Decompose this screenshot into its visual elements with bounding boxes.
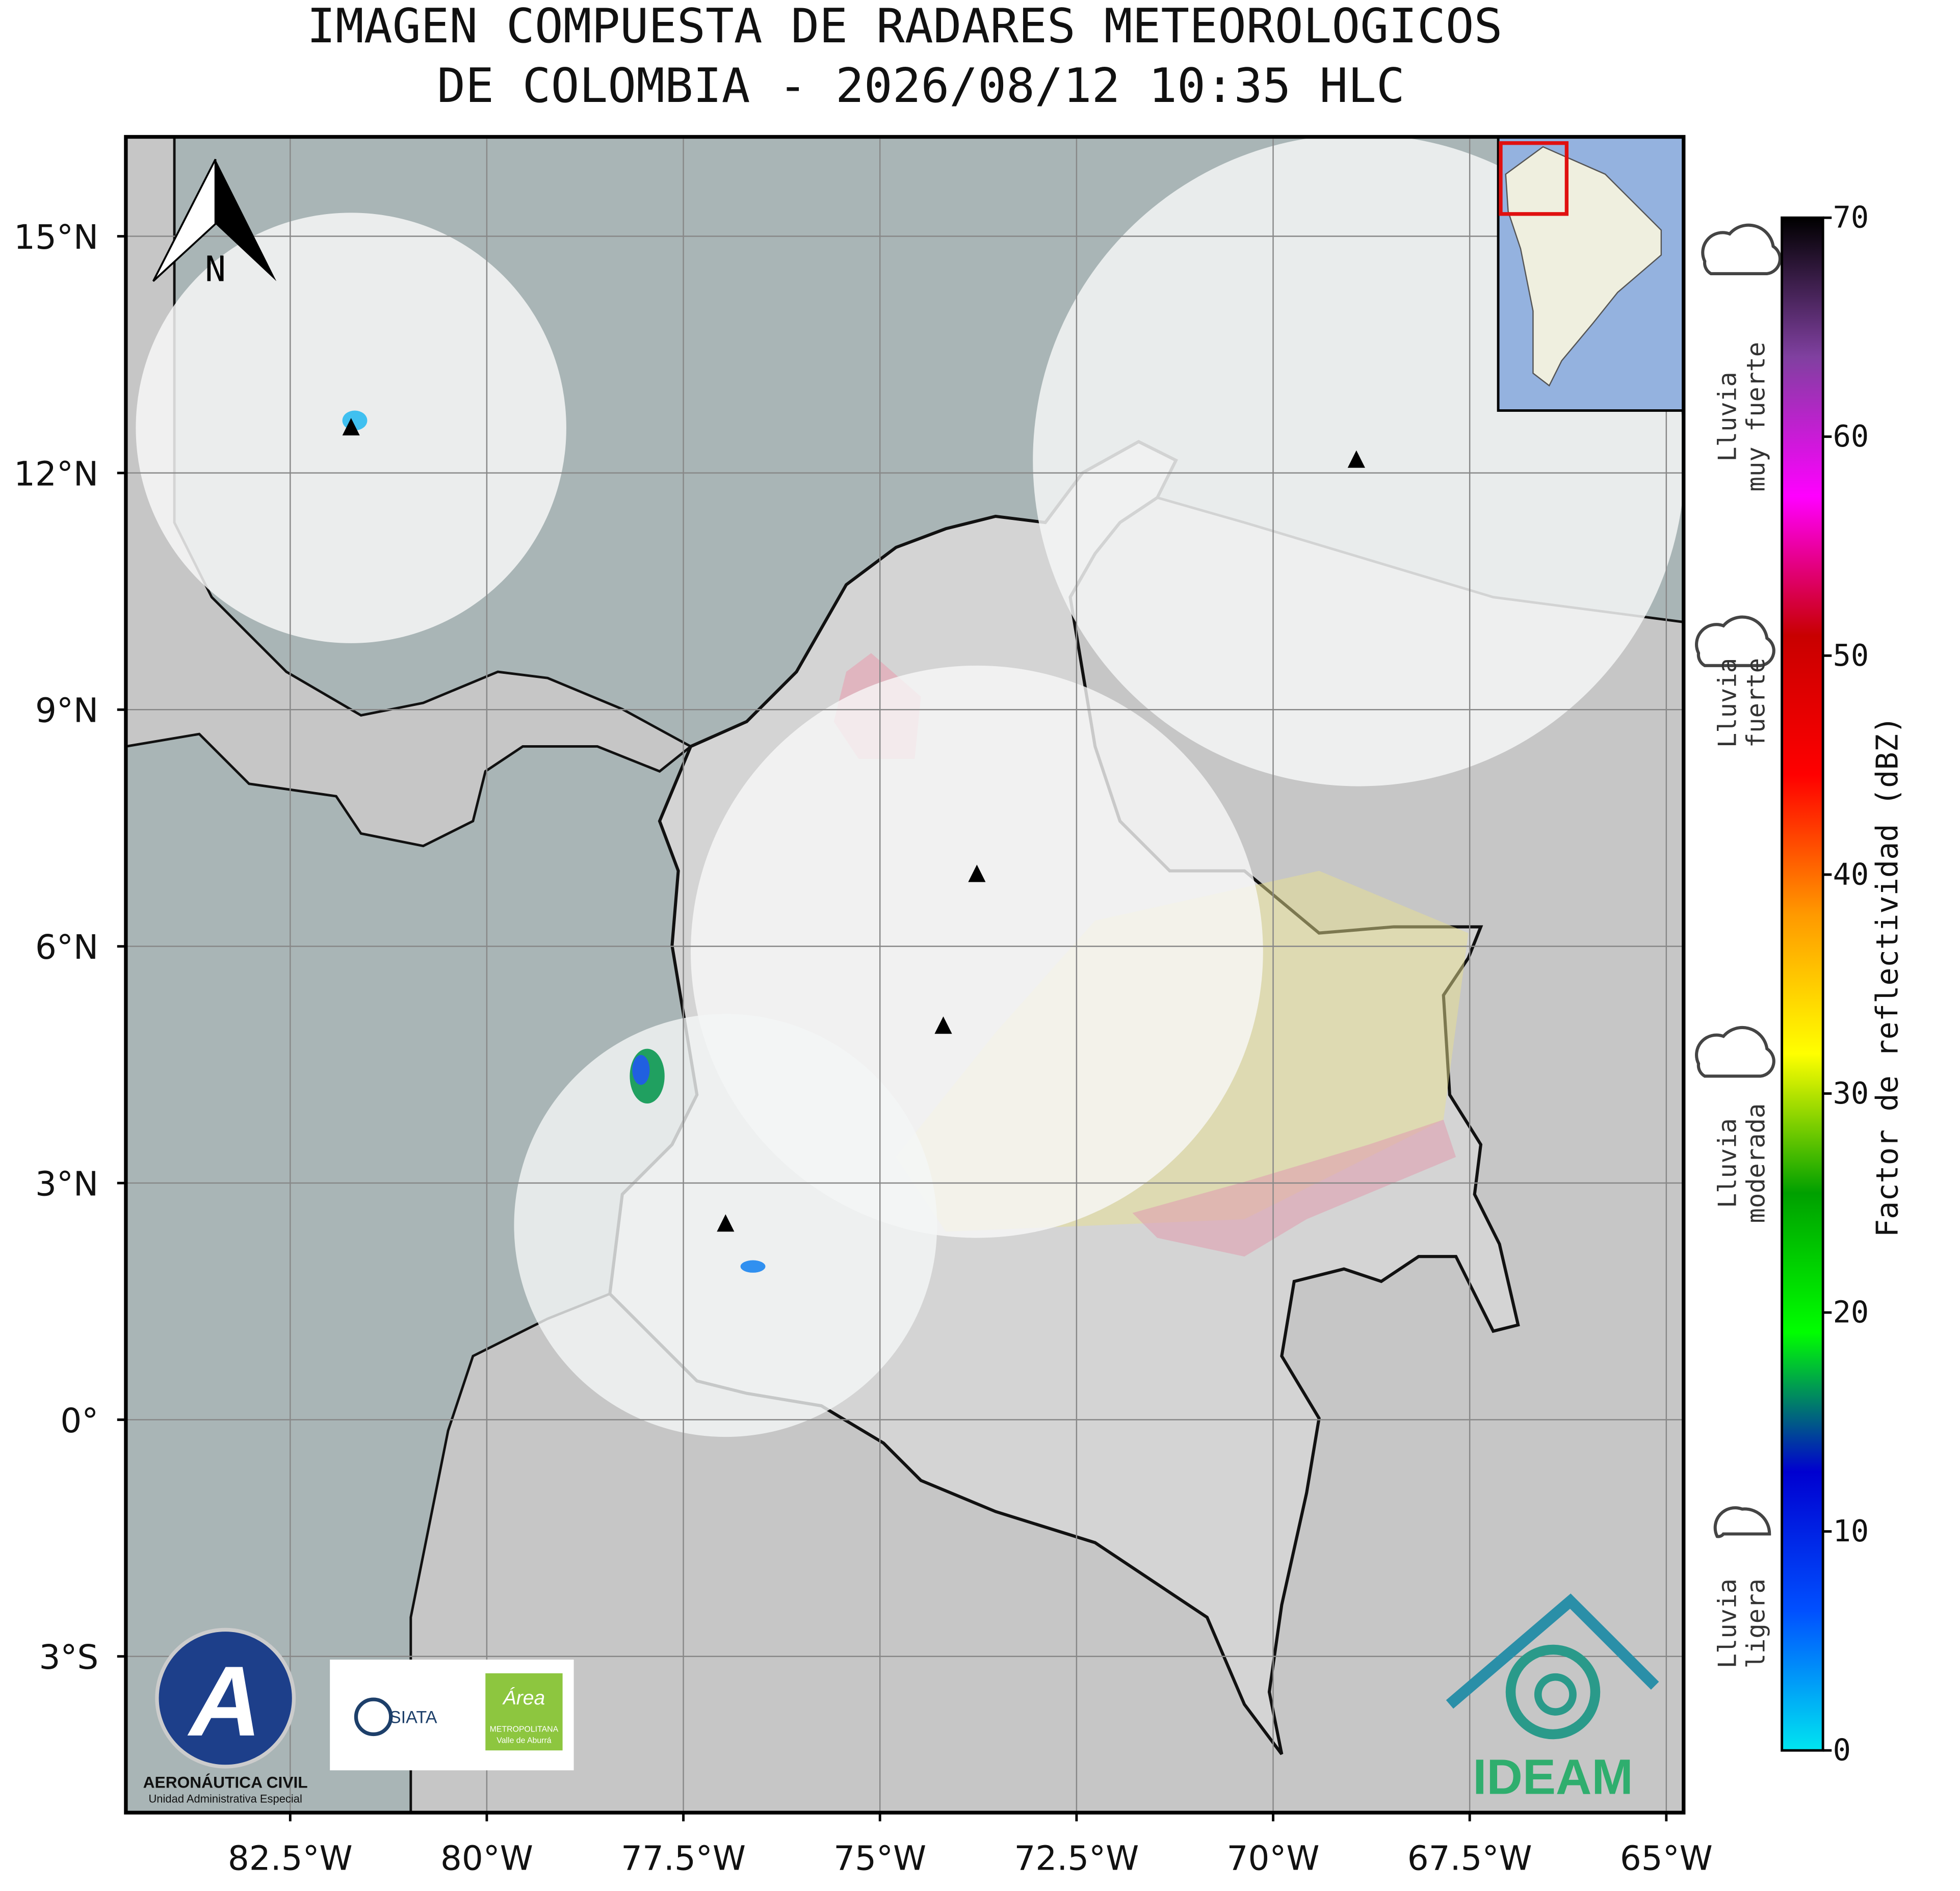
title-line: IMAGEN COMPUESTA DE RADARES METEOROLOGIC… xyxy=(307,0,1502,54)
radar-site xyxy=(1347,450,1365,468)
logo-aerocivil: A AERONÁUTICA CIVIL Unidad Administrativ… xyxy=(143,1627,308,1805)
rain-category: Lluviamoderada xyxy=(1713,1104,1770,1223)
y-tick-label: 9°N xyxy=(35,691,98,730)
radar-echo xyxy=(632,1055,650,1085)
radar-site xyxy=(717,1214,735,1232)
radar-echo xyxy=(740,1260,766,1273)
radar-site xyxy=(342,418,360,436)
y-tick-label: 15°N xyxy=(14,218,98,257)
inset-map xyxy=(1497,137,1684,412)
x-tick-label: 77.5°W xyxy=(621,1839,746,1878)
rain-icon xyxy=(1713,1506,1771,1538)
map-frame xyxy=(124,135,1686,1815)
aerocivil-name: AERONÁUTICA CIVIL xyxy=(143,1773,308,1791)
title-line: DE COLOMBIA - 2026/08/12 10:35 HLC xyxy=(437,58,1405,113)
colorbar-tick-label: 50 xyxy=(1833,638,1869,673)
colorbar-tick-label: 70 xyxy=(1833,200,1869,235)
aerocivil-mark: A xyxy=(188,1646,262,1757)
radar-sites xyxy=(342,418,1365,1232)
rain-legend xyxy=(1695,223,1782,1538)
north-label: N xyxy=(205,250,226,290)
rain-category-line: Lluvia xyxy=(1713,1118,1742,1208)
aerocivil-emblem xyxy=(155,1627,296,1769)
x-tick-label: 82.5°W xyxy=(228,1839,353,1878)
x-tick-label: 72.5°W xyxy=(1014,1839,1139,1878)
colorbar-label: Factor de reflectividad (dBZ) xyxy=(1870,716,1905,1237)
area-box xyxy=(485,1673,563,1751)
rain-icon xyxy=(1695,615,1775,667)
central-america xyxy=(125,137,693,848)
x-tick-label: 70°W xyxy=(1227,1839,1320,1878)
y-tick-label: 12°N xyxy=(14,454,98,493)
colorbar: Factor de reflectividad (dBZ) 0 10 20 30 40 5… xyxy=(1781,200,1905,1768)
y-tick-label: 3°S xyxy=(39,1638,98,1677)
area-text: Valle de Aburrá xyxy=(496,1737,551,1745)
colorbar-tick-label: 0 xyxy=(1833,1733,1851,1768)
y-tick-label: 3°N xyxy=(35,1164,98,1203)
rain-labels: Lluviamuy fuerteLluviafuerteLluviamodera… xyxy=(1713,342,1770,1669)
x-tick-label: 67.5°W xyxy=(1407,1839,1532,1878)
rain-category-line: Lluvia xyxy=(1713,372,1742,462)
x-tick-label: 75°W xyxy=(833,1839,926,1878)
rain-icon xyxy=(1695,1026,1775,1078)
graticule xyxy=(125,137,1684,1813)
rain-category-line: moderada xyxy=(1741,1104,1770,1223)
x-tick-label: 65°W xyxy=(1620,1839,1713,1878)
ideam-roof xyxy=(1446,1593,1659,1709)
colorbar-tick-label: 10 xyxy=(1833,1514,1869,1548)
y-tick-label: 0° xyxy=(60,1401,98,1440)
area-text: METROPOLITANA xyxy=(490,1725,559,1734)
aerocivil-sub: Unidad Administrativa Especial xyxy=(148,1793,302,1805)
rain-category-line: Lluvia xyxy=(1713,1579,1742,1668)
ideam-swirl xyxy=(1534,1673,1577,1716)
logo-siata-area: SIATA Área METROPOLITANA Valle de Aburrá xyxy=(330,1660,574,1771)
y-tick-label: 6°N xyxy=(35,928,98,967)
rain-category: Lluviamuy fuerte xyxy=(1713,342,1770,492)
inset-land xyxy=(1505,146,1662,387)
radar-site xyxy=(934,1016,952,1034)
rain-category: Lluvialigera xyxy=(1713,1579,1770,1668)
siata-sun xyxy=(354,1697,393,1737)
rain-icon xyxy=(1701,223,1782,276)
colorbar-scale xyxy=(1781,216,1824,1752)
x-tick-label: 80°W xyxy=(440,1839,533,1878)
colorbar-tick-label: 20 xyxy=(1833,1295,1869,1330)
radar-site xyxy=(968,864,986,882)
siata-text: SIATA xyxy=(389,1708,437,1727)
colorbar-tick-label: 30 xyxy=(1833,1076,1869,1111)
map-body: N A AERONÁUTICA CIVIL Unidad Administrat… xyxy=(125,137,1684,1813)
rain-category-line: Lluvia xyxy=(1713,658,1742,748)
colorbar-tick-label: 40 xyxy=(1833,857,1869,891)
area-text: Área xyxy=(502,1687,545,1709)
rain-category: Lluviafuerte xyxy=(1713,658,1770,748)
axes: 82.5°W 80°W 77.5°W 75°W 72.5°W 70°W 67.5°W 65°W… xyxy=(14,218,1713,1878)
rain-category-line: muy fuerte xyxy=(1741,342,1770,492)
ideam-swirl xyxy=(1505,1644,1601,1740)
colorbar-tick-label: 60 xyxy=(1833,419,1869,454)
ideam-text: IDEAM xyxy=(1473,1749,1633,1805)
rain-category-line: fuerte xyxy=(1741,658,1770,748)
rain-zone xyxy=(1132,1119,1456,1257)
inset-extent xyxy=(1499,141,1569,216)
logo-ideam: IDEAM xyxy=(1446,1593,1659,1805)
rain-category-line: ligera xyxy=(1741,1579,1770,1668)
